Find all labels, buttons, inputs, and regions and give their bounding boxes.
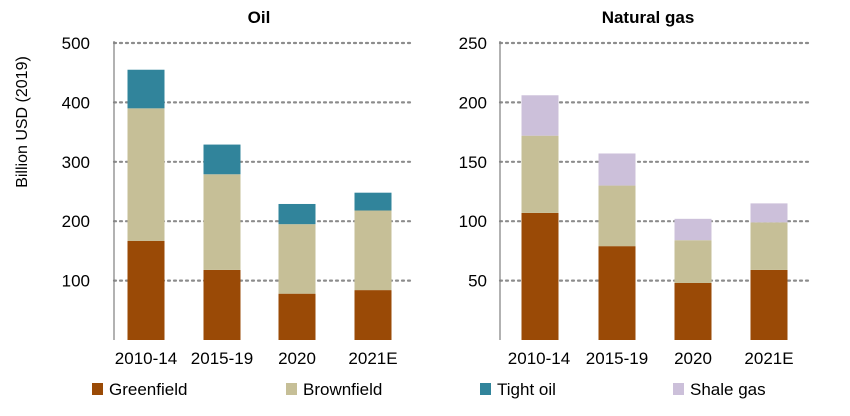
- y-tick-label-gas-50: 50: [468, 272, 487, 291]
- legend-swatch-tight-oil: [480, 383, 491, 395]
- x-tick-label-oil-2015-19: 2015-19: [191, 349, 253, 368]
- legend-label-greenfield: Greenfield: [109, 380, 187, 399]
- chart-panels: Oil 100 200 300 400 500 2010-14 2015-19 2020 2021…: [62, 8, 810, 368]
- y-tick-label-gas-200: 200: [459, 93, 487, 112]
- y-tick-label-gas-150: 150: [459, 153, 487, 172]
- x-tick-label-gas-2015-19: 2015-19: [586, 349, 648, 368]
- y-tick-label-oil-300: 300: [62, 153, 90, 172]
- legend-swatch-shale-gas: [673, 383, 684, 395]
- x-tick-label-oil-2021e: 2021E: [348, 349, 397, 368]
- bar-gas-greenfield-2015-19: [598, 246, 636, 340]
- x-tick-label-oil-2020: 2020: [278, 349, 316, 368]
- bar-gas-greenfield-2020: [674, 282, 712, 340]
- bar-gas-shale-gas-2020: [674, 218, 712, 241]
- bar-oil-brownfield-2015-19: [203, 174, 241, 270]
- bar-gas-greenfield-2021e: [750, 269, 788, 340]
- chart-title-oil: Oil: [248, 8, 271, 27]
- panel-gas: Natural gas 50 100 150 200 250 2010-14 2015-19 2…: [459, 8, 810, 368]
- bar-gas-brownfield-2021e: [750, 222, 788, 270]
- legend-label-tight-oil: Tight oil: [497, 380, 556, 399]
- bar-gas-brownfield-2015-19: [598, 185, 636, 247]
- x-tick-label-gas-2010-14: 2010-14: [508, 349, 570, 368]
- bar-oil-tight-oil-2020: [278, 203, 316, 225]
- x-tick-label-gas-2021e: 2021E: [744, 349, 793, 368]
- bar-oil-greenfield-2010-14: [127, 240, 165, 340]
- y-tick-label-gas-250: 250: [459, 34, 487, 53]
- panel-oil: Oil 100 200 300 400 500 2010-14 2015-19 2020 2021…: [62, 8, 412, 368]
- y-tick-label-oil-200: 200: [62, 212, 90, 231]
- bar-oil-brownfield-2020: [278, 224, 316, 294]
- legend: Greenfield Brownfield Tight oil Shale gas: [92, 380, 766, 399]
- bar-gas-shale-gas-2021e: [750, 203, 788, 223]
- y-tick-label-gas-100: 100: [459, 212, 487, 231]
- legend-swatch-greenfield: [92, 383, 103, 395]
- bar-oil-brownfield-2021e: [354, 210, 392, 291]
- bar-gas-shale-gas-2010-14: [521, 95, 559, 136]
- y-tick-label-oil-100: 100: [62, 272, 90, 291]
- y-tick-label-oil-400: 400: [62, 93, 90, 112]
- x-tick-label-oil-2010-14: 2010-14: [115, 349, 177, 368]
- legend-label-brownfield: Brownfield: [303, 380, 382, 399]
- legend-swatch-brownfield: [286, 383, 297, 395]
- bar-oil-brownfield-2010-14: [127, 108, 165, 241]
- bar-gas-brownfield-2010-14: [521, 135, 559, 213]
- bar-oil-greenfield-2021e: [354, 290, 392, 340]
- bar-oil-tight-oil-2021e: [354, 192, 392, 211]
- bar-oil-tight-oil-2010-14: [127, 69, 165, 109]
- x-tick-label-gas-2020: 2020: [674, 349, 712, 368]
- bar-oil-greenfield-2020: [278, 293, 316, 340]
- chart-title-gas: Natural gas: [602, 8, 695, 27]
- y-axis-label: Billion USD (2019): [14, 56, 31, 188]
- bar-oil-tight-oil-2015-19: [203, 144, 241, 175]
- y-tick-label-oil-500: 500: [62, 34, 90, 53]
- bar-oil-greenfield-2015-19: [203, 269, 241, 340]
- bar-gas-brownfield-2020: [674, 240, 712, 283]
- bar-gas-shale-gas-2015-19: [598, 153, 636, 186]
- legend-label-shale-gas: Shale gas: [690, 380, 766, 399]
- bar-gas-greenfield-2010-14: [521, 212, 559, 340]
